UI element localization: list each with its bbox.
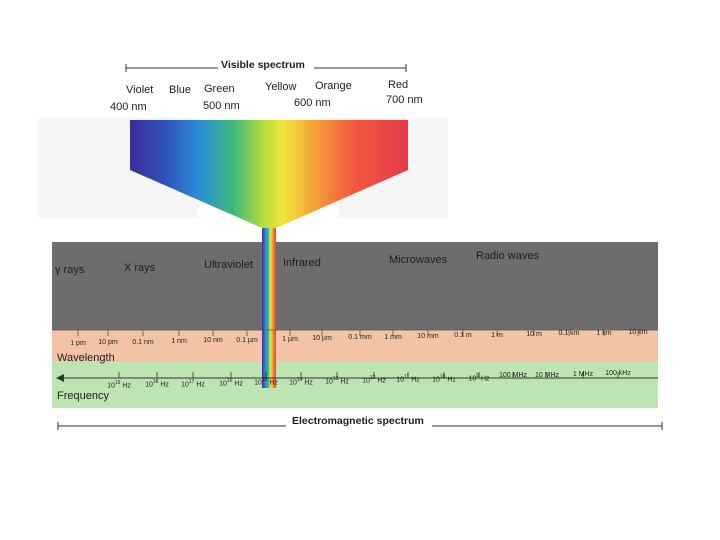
wavelength-tick: 1 km <box>596 329 612 337</box>
region-ultraviolet: Ultraviolet <box>204 259 253 271</box>
wavelength-tick: 10 mm <box>417 333 439 340</box>
frequency-band <box>52 362 658 408</box>
em-band <box>52 242 658 330</box>
wavelength-600: 600 nm <box>294 97 331 109</box>
wavelength-tick: 10 µm <box>312 335 332 343</box>
frequency-tick: 1016 Hz <box>219 377 243 388</box>
color-orange: Orange <box>315 80 352 92</box>
wavelength-tick: 10 nm <box>203 337 223 345</box>
frequency-tick: 100 kHz <box>605 370 631 378</box>
wavelength-tick: 0.1 nm <box>132 338 154 346</box>
wavelength-tick: 1 nm <box>171 337 187 345</box>
wavelength-label: Wavelength <box>57 352 115 364</box>
color-green: Green <box>204 83 235 95</box>
wavelength-tick: 0.1 mm <box>348 334 372 342</box>
frequency-tick: 1015 Hz <box>254 377 278 387</box>
wavelength-tick: 10 km <box>628 328 648 336</box>
color-yellow: Yellow <box>265 81 297 93</box>
region-gamma: γ rays <box>55 264 85 276</box>
wavelength-700: 700 nm <box>386 94 423 106</box>
wavelength-band <box>52 330 658 362</box>
visible-title: Visible spectrum <box>221 59 305 71</box>
frequency-tick: 1013 Hz <box>325 375 349 386</box>
wavelength-tick: 0.1 m <box>454 332 472 340</box>
frequency-tick: 1010 Hz <box>432 373 456 384</box>
frequency-label: Frequency <box>57 390 109 402</box>
color-blue: Blue <box>169 84 192 96</box>
frequency-tick: 1 MHz <box>572 370 594 378</box>
region-microwaves: Microwaves <box>389 254 448 266</box>
frequency-tick: 109 Hz <box>468 373 490 383</box>
frequency-tick: 1012 Hz <box>362 375 386 385</box>
frequency-tick: 100 MHz <box>498 372 528 380</box>
wavelength-tick: 10 m <box>526 330 542 338</box>
wavelength-tick: 0.1 km <box>558 330 580 338</box>
color-red: Red <box>388 79 409 91</box>
frequency-tick: 1014 Hz <box>289 376 313 386</box>
color-violet: Violet <box>126 84 154 96</box>
wavelength-400: 400 nm <box>110 101 147 113</box>
frequency-tick: 1011 Hz <box>396 374 420 384</box>
wavelength-500: 500 nm <box>203 100 240 112</box>
frequency-tick: 1017 Hz <box>181 378 205 388</box>
frequency-tick: 10 MHz <box>534 371 560 379</box>
region-infrared: Infrared <box>283 257 321 269</box>
region-radio: Radio waves <box>476 250 539 262</box>
em-title: Electromagnetic spectrum <box>292 415 424 427</box>
region-xray: X rays <box>124 262 156 274</box>
visible-stripe <box>262 228 276 388</box>
wavelength-tick: 1 m <box>491 331 503 339</box>
frequency-tick: 1018 Hz <box>145 379 169 389</box>
frequency-tick: 1019 Hz <box>107 380 131 390</box>
wavelength-tick: 1 pm <box>70 340 86 347</box>
wavelength-tick: 0.1 µm <box>236 336 258 344</box>
wavelength-tick: 1 µm <box>282 335 298 343</box>
wavelength-tick: 10 pm <box>98 339 118 347</box>
visible-funnel <box>130 120 408 228</box>
wavelength-tick: 1 mm <box>384 333 402 341</box>
